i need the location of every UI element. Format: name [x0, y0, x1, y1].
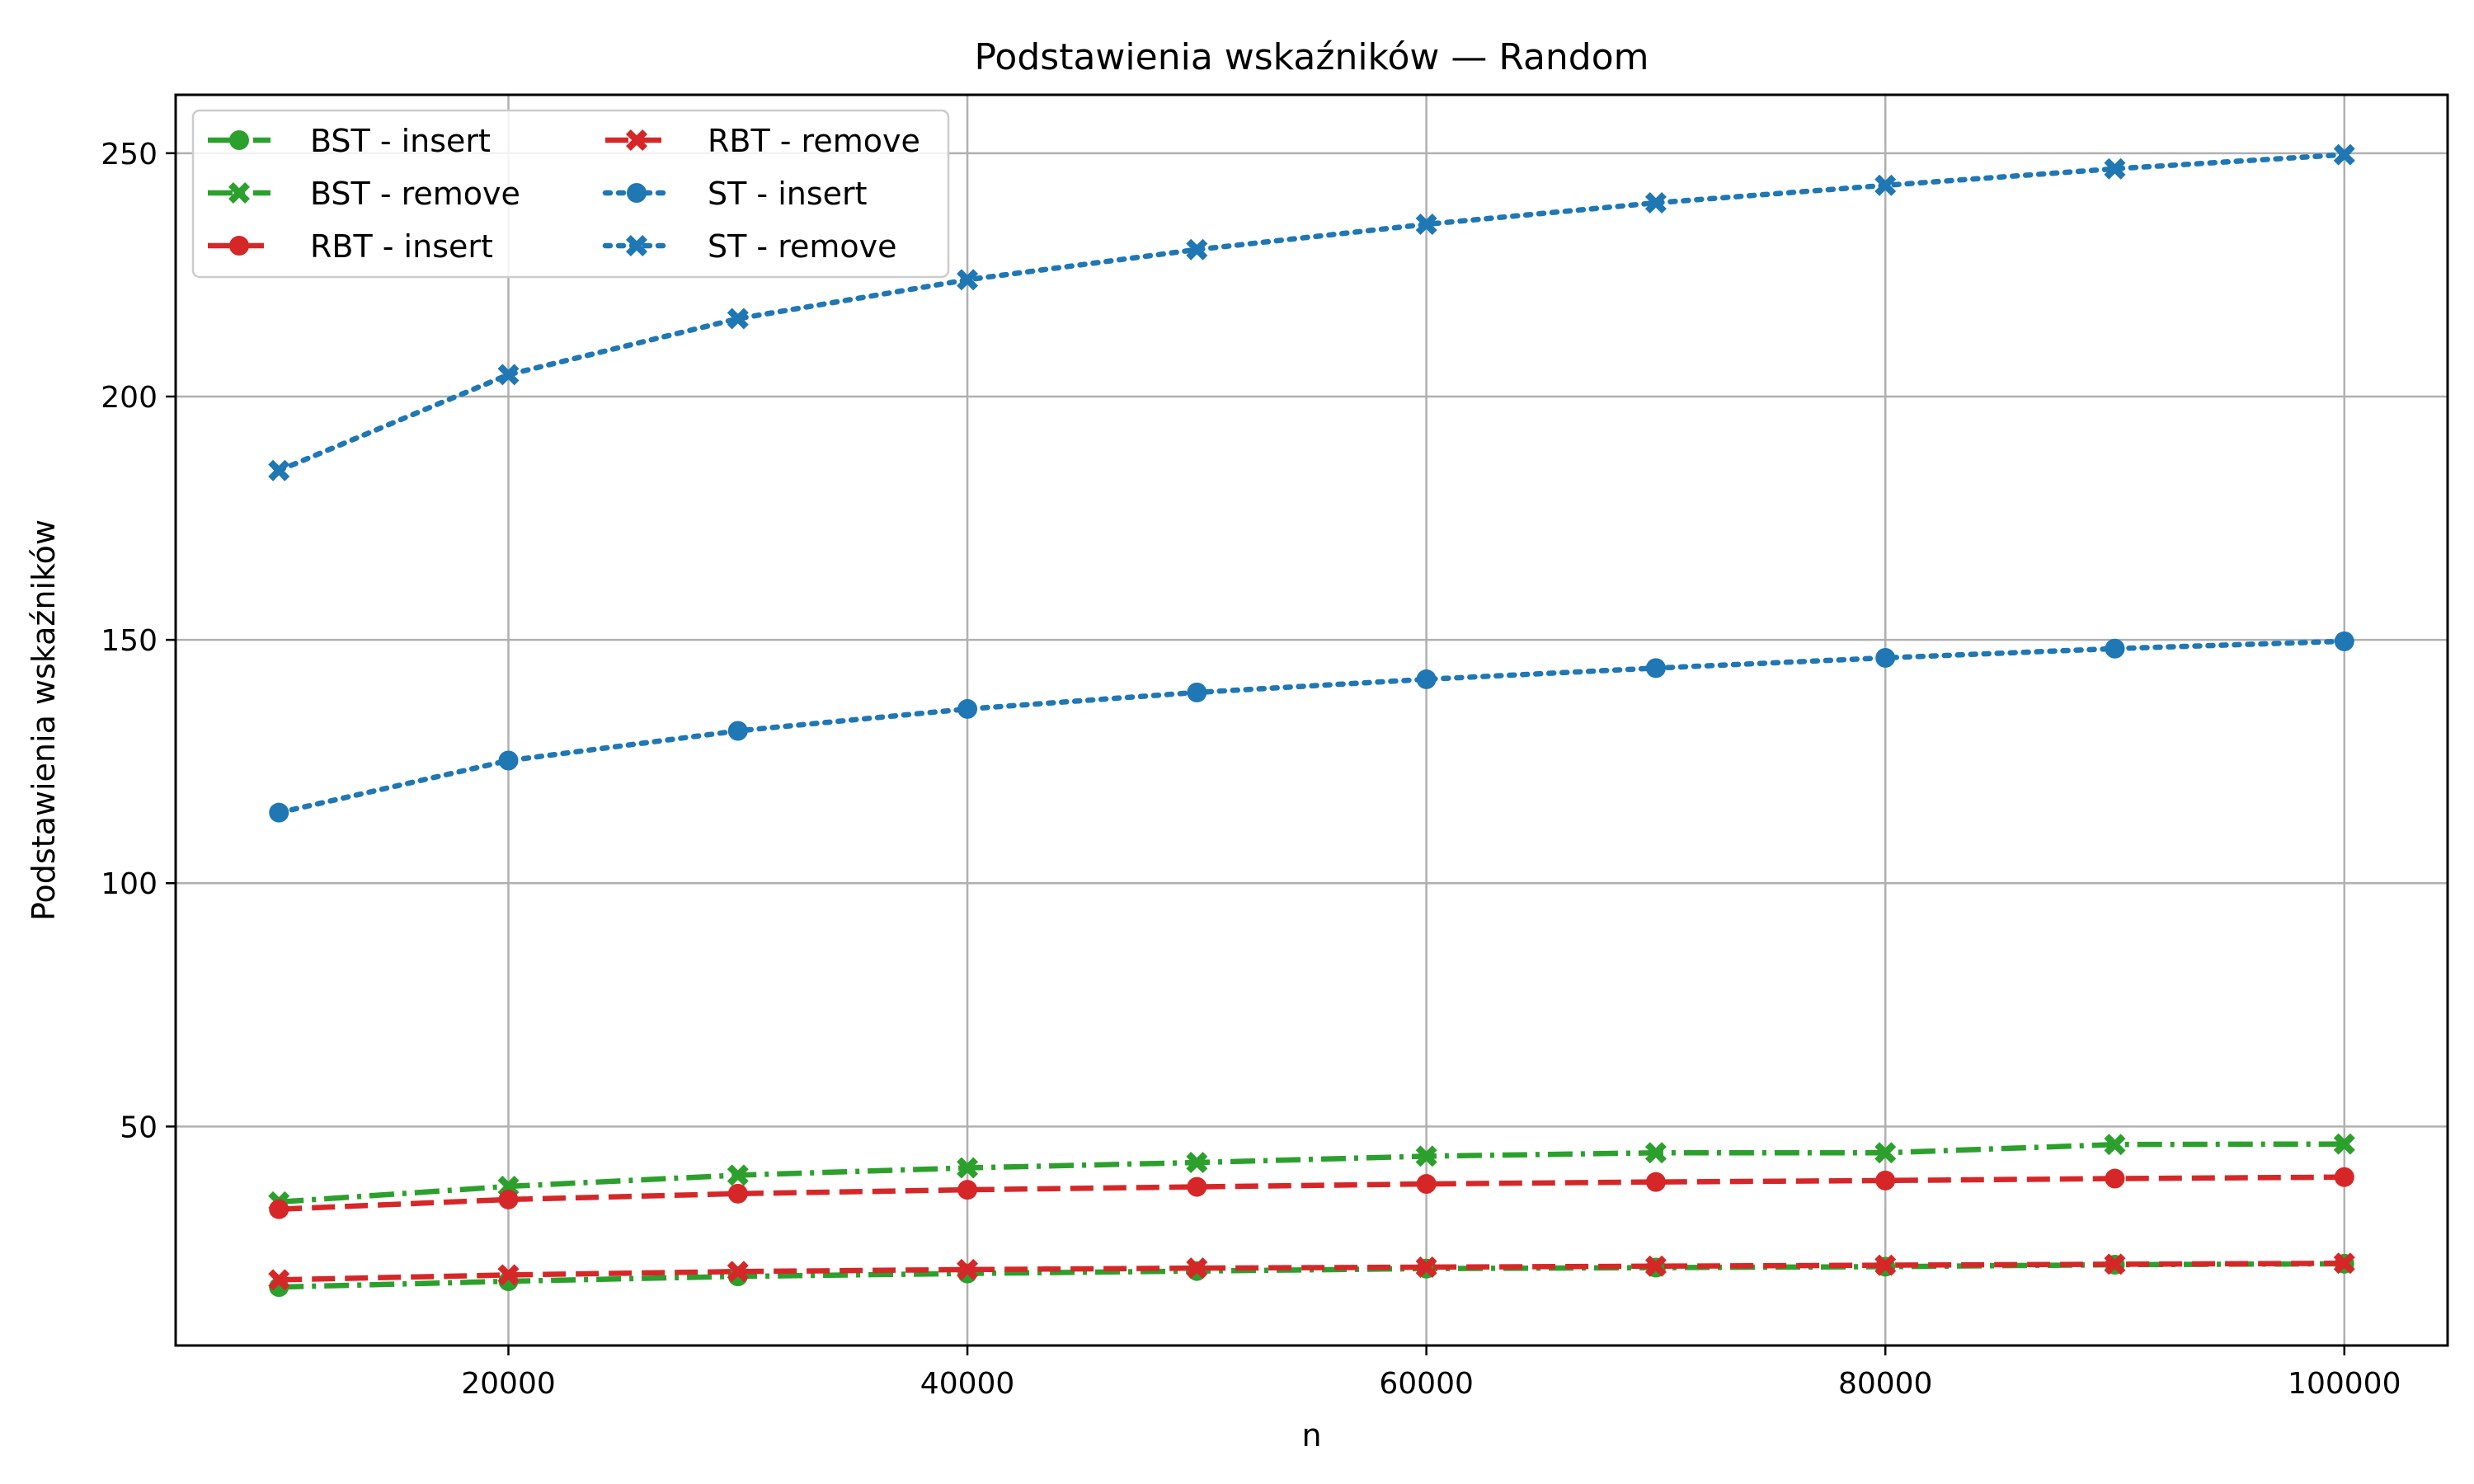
legend-item: BST - remove [208, 176, 520, 212]
data-point [498, 750, 519, 771]
data-point [727, 1261, 749, 1283]
series-line [279, 1260, 2345, 1283]
data-point [957, 1258, 979, 1280]
series-line [275, 152, 2348, 473]
legend-marker [229, 236, 249, 256]
data-point [727, 1164, 749, 1186]
y-tick-label: 100 [101, 867, 158, 901]
legend-item: ST - remove [602, 228, 897, 265]
data-point [2334, 1167, 2354, 1187]
data-point [268, 459, 290, 481]
data-point [2104, 1134, 2126, 1156]
data-point [2333, 1252, 2355, 1275]
legend-label: BST - remove [310, 176, 520, 212]
data-point [957, 1157, 979, 1179]
data-point [1186, 1152, 1208, 1174]
tick-layer: 20000 40000 60000 80000 100000 50 100 150 200 250 [101, 138, 2401, 1401]
data-point [2333, 143, 2355, 166]
x-tick-label: 40000 [920, 1367, 1015, 1401]
legend-marker [626, 235, 647, 256]
series-st-insert [269, 631, 2354, 823]
data-point [2104, 157, 2126, 180]
legend: BST - insert BST - remove RBT - insert RBT … [191, 109, 950, 279]
legend-item: RBT - insert [208, 228, 493, 265]
legend-item: BST - insert [208, 123, 491, 159]
y-tick-label: 50 [120, 1111, 158, 1144]
data-point [1415, 214, 1437, 236]
data-point [2333, 1133, 2355, 1155]
series-line [279, 1141, 2345, 1205]
data-point [1415, 1256, 1437, 1278]
series-line [279, 1174, 2345, 1212]
data-point [727, 721, 748, 741]
data-point [957, 1180, 978, 1200]
data-point [727, 1183, 748, 1204]
grid-layer [176, 95, 2448, 1345]
data-point [957, 698, 978, 719]
legend-label: RBT - remove [708, 123, 920, 159]
data-point [1416, 669, 1437, 689]
data-point [1644, 1142, 1667, 1164]
data-point [1186, 238, 1208, 261]
legend-marker [627, 183, 647, 203]
data-point [1416, 1174, 1437, 1195]
data-point [2105, 1168, 2125, 1189]
data-point [1874, 1254, 1897, 1276]
series-rbt-insert [269, 1167, 2354, 1219]
data-point [498, 1189, 519, 1209]
series-rbt-remove [268, 1252, 2355, 1291]
legend-box [191, 109, 950, 279]
data-point [1875, 647, 1896, 668]
legend-item: ST - insert [602, 176, 868, 212]
data-point [268, 1269, 290, 1291]
data-point [1187, 1176, 1207, 1197]
x-axis-label: n [1301, 1417, 1321, 1453]
y-tick-label: 150 [101, 624, 158, 658]
data-point [497, 1264, 520, 1286]
y-axis-label: Podstawienia wskaźników [26, 519, 62, 921]
data-point [1874, 1142, 1897, 1164]
x-tick-label: 80000 [1838, 1367, 1933, 1401]
data-point [727, 308, 749, 330]
data-point [957, 269, 979, 291]
data-point [1187, 682, 1207, 702]
data-point [2105, 638, 2125, 659]
x-tick-label: 100000 [2288, 1367, 2401, 1401]
legend-label: ST - remove [708, 228, 897, 265]
data-point [1645, 658, 1666, 679]
data-point [1644, 1255, 1667, 1277]
data-point [1186, 1257, 1208, 1280]
y-tick-label: 250 [101, 138, 158, 171]
data-point [2104, 1253, 2126, 1275]
series-st-remove [268, 143, 2355, 481]
plot-area-frame [174, 93, 2449, 1347]
data-point [1874, 174, 1897, 196]
x-tick-label: 20000 [461, 1367, 556, 1401]
legend-item: RBT - remove [605, 123, 920, 159]
chart-title: Podstawienia wskaźników — Random [974, 36, 1649, 78]
data-point [497, 364, 520, 386]
x-tick-label: 60000 [1379, 1367, 1474, 1401]
data-point [1645, 1172, 1666, 1192]
data-point [1415, 1145, 1437, 1167]
legend-marker [228, 182, 250, 204]
y-tick-label: 200 [101, 381, 158, 415]
data-point [269, 802, 289, 823]
data-point [1875, 1170, 1896, 1190]
series-layer [268, 143, 2355, 1298]
data-point [2334, 631, 2354, 651]
legend-marker [229, 130, 249, 150]
legend-marker [626, 129, 647, 151]
legend-label: RBT - insert [310, 228, 493, 265]
legend-label: BST - insert [310, 123, 491, 159]
data-point [269, 1199, 289, 1219]
series-line [275, 638, 2348, 815]
data-point [1644, 192, 1667, 214]
legend-label: ST - insert [708, 176, 868, 212]
